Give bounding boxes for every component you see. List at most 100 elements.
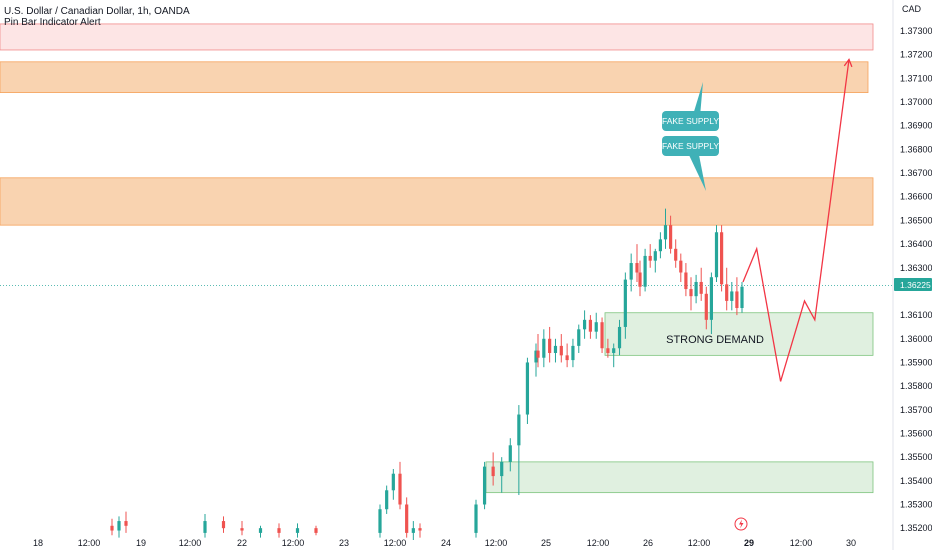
candle[interactable]: [594, 312, 598, 339]
time-tick-label: 19: [136, 538, 146, 548]
fake-supply-callout[interactable]: [662, 136, 719, 156]
candle[interactable]: [536, 334, 540, 368]
candle[interactable]: [658, 232, 662, 259]
candle[interactable]: [534, 343, 538, 377]
candle[interactable]: [704, 286, 708, 330]
candle[interactable]: [600, 317, 604, 353]
candle[interactable]: [720, 225, 724, 292]
price-tick-label: 1.36400: [900, 239, 932, 249]
candle[interactable]: [648, 244, 652, 268]
candle[interactable]: [124, 511, 128, 533]
supply-zone[interactable]: [0, 177, 874, 226]
flash-icon[interactable]: [734, 517, 748, 531]
demand-zone[interactable]: [604, 312, 874, 356]
candle[interactable]: [508, 438, 512, 472]
candle[interactable]: [258, 525, 263, 538]
supply-zone[interactable]: [0, 61, 869, 93]
candle[interactable]: [474, 499, 478, 538]
candle[interactable]: [482, 461, 487, 510]
candle[interactable]: [548, 326, 552, 363]
candle[interactable]: [277, 523, 281, 538]
candle-body: [221, 521, 226, 529]
candle[interactable]: [714, 225, 719, 282]
zones-layer: [0, 23, 893, 494]
candle[interactable]: [203, 513, 207, 538]
time-tick-label: 29: [744, 538, 754, 548]
candle-body: [714, 232, 719, 278]
candle[interactable]: [617, 319, 622, 356]
candle[interactable]: [643, 248, 647, 292]
candle[interactable]: [674, 239, 678, 268]
candle[interactable]: [314, 525, 318, 536]
candle[interactable]: [709, 272, 713, 335]
candle[interactable]: [730, 281, 734, 311]
candle[interactable]: [669, 215, 673, 254]
candle[interactable]: [740, 281, 744, 313]
candle[interactable]: [577, 324, 581, 353]
candle[interactable]: [517, 405, 521, 496]
time-axis[interactable]: 18 12:00 19 12:00 22 12:00 23 12:00 24 12:00 25 12:…: [33, 538, 856, 548]
candle[interactable]: [117, 516, 121, 538]
price-axis[interactable]: 1.37300 1.37200 1.37100 1.37000 1.36900 1.368…: [900, 26, 932, 533]
candle[interactable]: [588, 315, 593, 339]
candle[interactable]: [689, 277, 693, 311]
candle[interactable]: [391, 468, 395, 500]
candle[interactable]: [405, 497, 409, 538]
candle-body: [500, 461, 504, 477]
candle[interactable]: [638, 260, 642, 297]
candle[interactable]: [699, 267, 703, 301]
candle[interactable]: [418, 523, 422, 538]
candle-body: [258, 528, 263, 533]
price-tick-label: 1.36300: [900, 263, 932, 273]
candle[interactable]: [679, 253, 683, 282]
candle[interactable]: [663, 208, 668, 249]
candle[interactable]: [378, 504, 382, 538]
pink-zone[interactable]: [0, 23, 874, 51]
candle-body: [588, 319, 593, 332]
candle[interactable]: [694, 274, 698, 304]
indicator-label[interactable]: Pin Bar Indicator Alert: [4, 17, 101, 28]
candle-body: [203, 521, 207, 533]
candle[interactable]: [565, 343, 569, 368]
candle-body: [534, 350, 538, 363]
candle-body: [704, 293, 708, 320]
candle[interactable]: [606, 338, 610, 358]
price-tick-label: 1.35200: [900, 523, 932, 533]
candle[interactable]: [653, 248, 657, 273]
candle[interactable]: [684, 263, 688, 297]
candle[interactable]: [240, 521, 244, 536]
candle[interactable]: [559, 334, 563, 363]
candle-body: [623, 279, 627, 327]
candle[interactable]: [491, 452, 495, 486]
price-tick-label: 1.36100: [900, 310, 932, 320]
candle[interactable]: [542, 329, 546, 368]
candle[interactable]: [623, 272, 627, 339]
candle[interactable]: [582, 310, 587, 339]
candle[interactable]: [725, 267, 729, 311]
price-tick-label: 1.35900: [900, 357, 932, 367]
candle[interactable]: [735, 277, 739, 316]
candle[interactable]: [525, 357, 530, 425]
price-tick-label: 1.37300: [900, 26, 932, 36]
price-tick-label: 1.36500: [900, 215, 932, 225]
symbol-title[interactable]: U.S. Dollar / Canadian Dollar, 1h, OANDA: [4, 6, 190, 17]
candles-layer[interactable]: [110, 208, 744, 540]
demand-zone[interactable]: [485, 461, 874, 494]
candle-body: [277, 528, 281, 533]
candle[interactable]: [398, 461, 402, 510]
candle[interactable]: [612, 343, 616, 368]
candle[interactable]: [411, 521, 415, 540]
candle[interactable]: [629, 253, 633, 292]
fake-supply-callout[interactable]: [662, 111, 719, 131]
time-tick-label: 22: [237, 538, 247, 548]
candle[interactable]: [221, 516, 226, 533]
time-tick-label: 18: [33, 538, 43, 548]
candle[interactable]: [500, 457, 504, 493]
candle[interactable]: [385, 485, 389, 514]
candle[interactable]: [553, 338, 558, 363]
candle[interactable]: [635, 244, 639, 282]
candle[interactable]: [110, 518, 114, 536]
candle[interactable]: [295, 523, 300, 538]
candle[interactable]: [571, 338, 575, 368]
